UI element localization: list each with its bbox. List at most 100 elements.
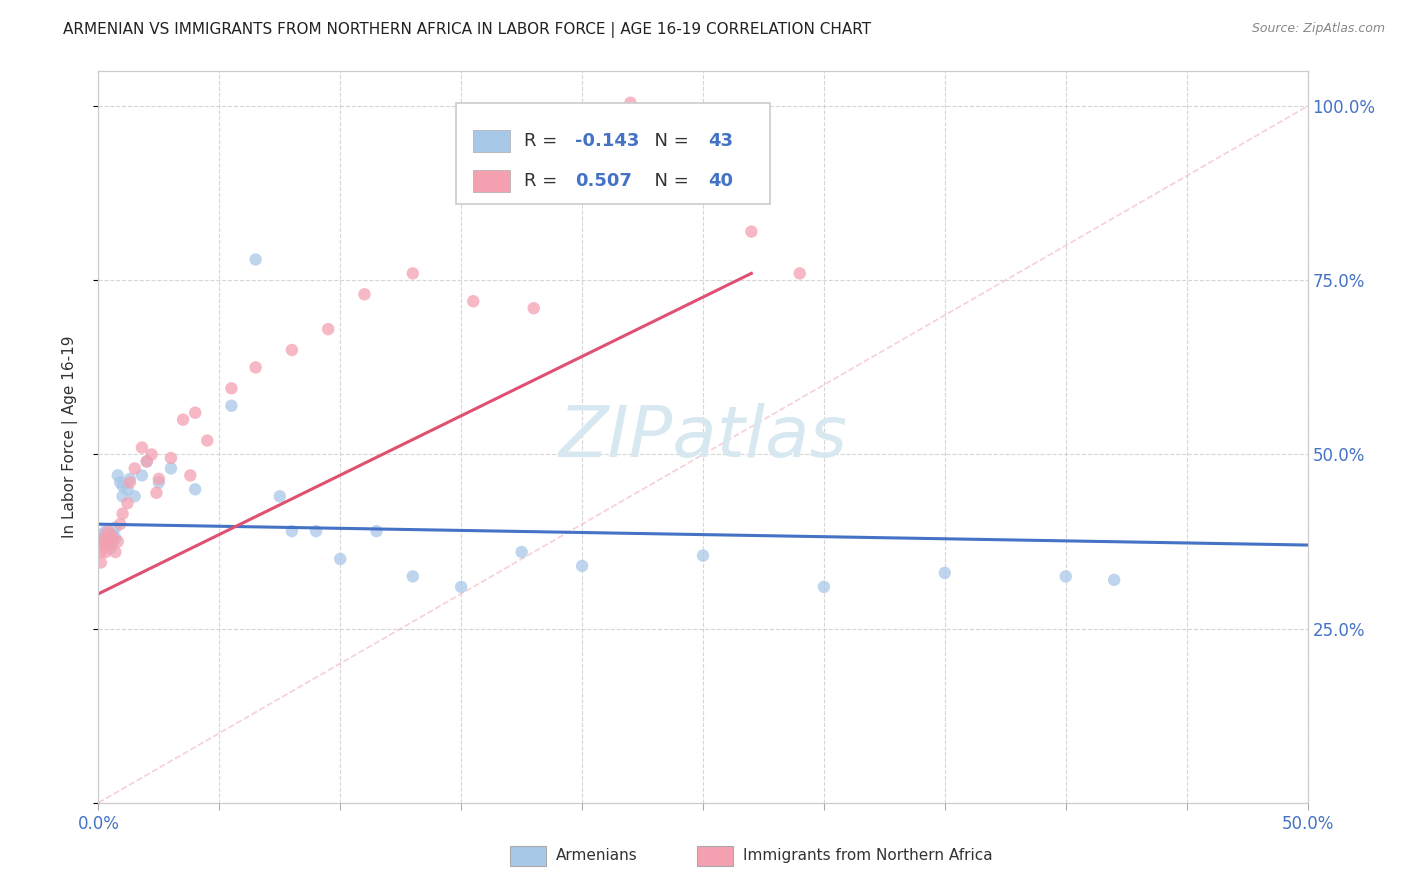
Point [135,454,157,468]
Point [91,538,114,552]
Point [269,489,291,503]
Point [245,360,267,375]
Point [117,483,139,497]
Text: Immigrants from Northern Africa: Immigrants from Northern Africa [742,848,993,863]
Point [108,517,131,532]
Point [221,399,243,413]
Point [97,527,120,541]
Point [571,113,593,128]
Point [692,549,714,563]
Y-axis label: In Labor Force | Age 16-19: In Labor Force | Age 16-19 [62,335,77,539]
Point [195,434,218,448]
Point [316,322,339,336]
Point [141,448,163,462]
Point [111,489,134,503]
Point [1054,569,1077,583]
Point [523,301,546,316]
Point [100,527,122,541]
Point [1102,573,1125,587]
Point [145,485,167,500]
Point [221,381,243,395]
Point [91,531,114,545]
Point [101,527,124,541]
Point [91,534,114,549]
Text: ZIPatlas: ZIPatlas [558,402,848,472]
Point [305,524,328,538]
Point [740,225,762,239]
Point [100,534,122,549]
FancyBboxPatch shape [457,103,769,204]
Point [108,475,131,490]
Point [94,524,117,538]
Point [101,534,124,549]
Point [97,524,120,538]
Point [100,538,122,552]
FancyBboxPatch shape [509,846,546,866]
Point [281,343,304,357]
Point [104,531,127,545]
Point [107,534,129,549]
Point [91,531,114,545]
Text: R =: R = [524,132,562,150]
Point [117,496,139,510]
Point [94,545,117,559]
Text: N =: N = [643,172,695,190]
Point [789,266,811,280]
Point [463,294,485,309]
Point [813,580,835,594]
Point [90,527,112,541]
Point [184,483,207,497]
Point [402,266,425,280]
Point [510,545,533,559]
Point [90,545,112,559]
Point [101,531,124,545]
Point [353,287,375,301]
Point [90,556,112,570]
Point [366,524,388,538]
Point [619,95,641,110]
FancyBboxPatch shape [697,846,734,866]
Text: Armenians: Armenians [555,848,637,863]
Point [94,534,117,549]
Text: 43: 43 [707,132,733,150]
Point [160,461,183,475]
Point [90,534,112,549]
Point [111,479,134,493]
Point [160,450,183,465]
Point [184,406,207,420]
Point [679,120,702,134]
Point [118,472,141,486]
Text: 0.507: 0.507 [575,172,631,190]
Point [450,580,472,594]
Point [131,468,153,483]
Point [118,475,141,490]
FancyBboxPatch shape [474,130,509,152]
Point [94,534,117,549]
Point [104,521,127,535]
Point [131,441,153,455]
Text: Source: ZipAtlas.com: Source: ZipAtlas.com [1251,22,1385,36]
Point [934,566,956,580]
Text: ARMENIAN VS IMMIGRANTS FROM NORTHERN AFRICA IN LABOR FORCE | AGE 16-19 CORRELATI: ARMENIAN VS IMMIGRANTS FROM NORTHERN AFR… [63,22,872,38]
Point [107,468,129,483]
Point [135,454,157,468]
Text: R =: R = [524,172,562,190]
Point [179,468,201,483]
Point [97,534,120,549]
Point [245,252,267,267]
Point [100,531,122,545]
Point [148,475,170,490]
Point [148,472,170,486]
Point [571,558,593,573]
Point [172,412,194,426]
Point [100,541,122,556]
Text: N =: N = [643,132,695,150]
Point [402,569,425,583]
Point [281,524,304,538]
Point [124,461,146,475]
Point [329,552,352,566]
Text: -0.143: -0.143 [575,132,640,150]
Point [124,489,146,503]
Point [104,545,127,559]
Point [111,507,134,521]
